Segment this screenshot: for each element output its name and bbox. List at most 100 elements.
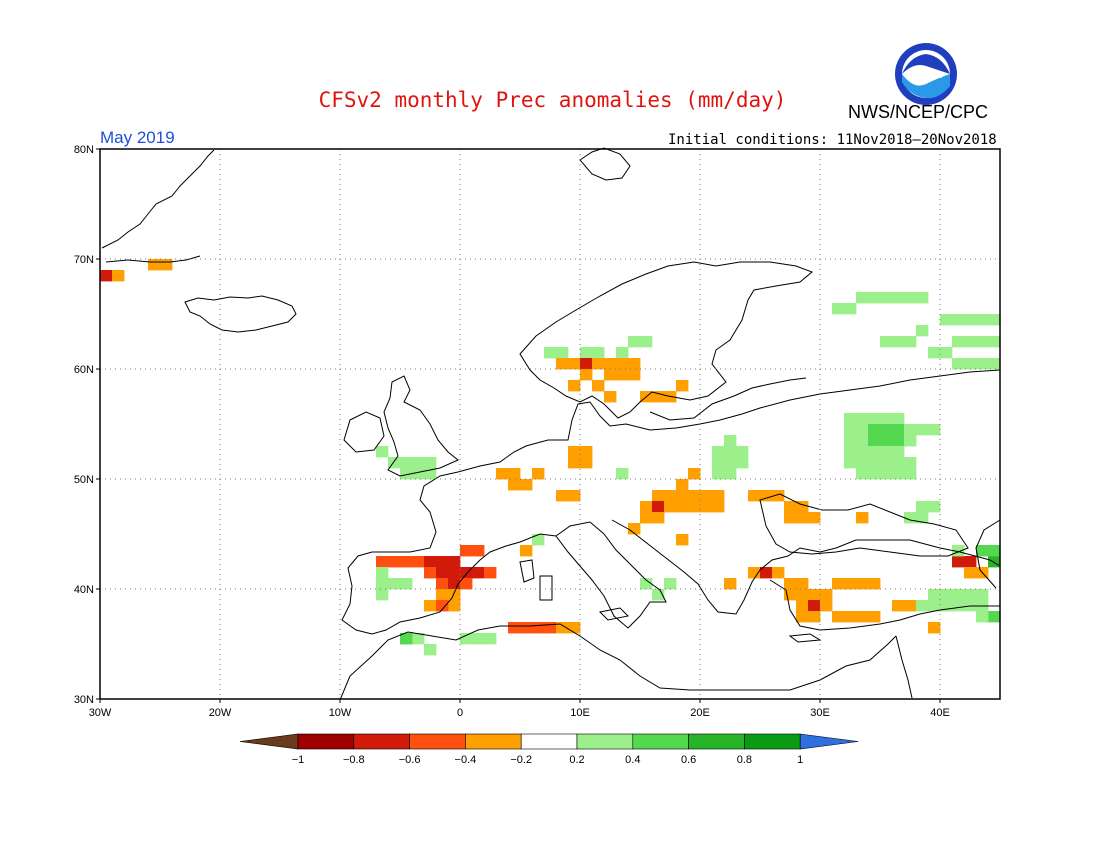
lon-label: 10W — [329, 707, 352, 719]
anatolia-coast — [769, 579, 1000, 631]
anomaly-cell — [952, 589, 965, 601]
anomaly-cell — [376, 589, 389, 601]
anomaly-cell — [472, 567, 485, 579]
anomaly-cell — [892, 446, 905, 458]
anomaly-cell — [760, 567, 773, 579]
anomaly-cell — [940, 600, 953, 612]
anomaly-cell — [472, 633, 485, 645]
anomaly-cell — [988, 611, 1001, 623]
anomaly-cell — [880, 457, 893, 469]
lat-label: 70N — [74, 254, 94, 266]
anomaly-cell — [952, 556, 965, 568]
anomaly-cell — [808, 611, 821, 623]
anomaly-cell — [664, 490, 677, 502]
anomaly-cell — [544, 347, 557, 359]
lon-label: 40E — [930, 707, 950, 719]
anomaly-cell — [940, 347, 953, 359]
lat-lon-grid — [100, 149, 1000, 699]
anomaly-cell — [964, 314, 977, 326]
anomaly-cell — [856, 578, 869, 590]
colorbar-swatch — [744, 733, 801, 750]
anomaly-cell — [724, 457, 737, 469]
anomaly-cell — [436, 578, 449, 590]
anomaly-cell — [964, 358, 977, 370]
anomaly-cell — [784, 512, 797, 524]
great-britain-coast — [383, 375, 459, 477]
anomaly-cell — [676, 380, 689, 392]
anomaly-cell — [772, 490, 785, 502]
organization-label: NWS/NCEP/CPC — [848, 102, 989, 122]
anomaly-cell — [796, 600, 809, 612]
anomaly-cell — [952, 336, 965, 348]
anomaly-cell — [412, 457, 425, 469]
anomaly-cell — [988, 314, 1001, 326]
anomaly-cell — [400, 468, 413, 480]
anomaly-cell — [700, 490, 713, 502]
anomaly-cell — [424, 468, 437, 480]
colorbar-swatch — [688, 733, 745, 750]
anomaly-cell — [520, 479, 533, 491]
anomaly-cell — [844, 457, 857, 469]
anomaly-cell — [892, 435, 905, 447]
balkans-coast — [611, 519, 1001, 615]
anomaly-cell — [976, 589, 989, 601]
anomaly-cell — [880, 435, 893, 447]
anomaly-cell — [796, 589, 809, 601]
anomaly-cell — [376, 556, 389, 568]
anomaly-cell — [832, 303, 845, 315]
anomaly-cell — [508, 622, 521, 634]
anomaly-cell — [988, 556, 1001, 568]
colorbar-swatch — [465, 733, 522, 750]
colorbar-label: −0.8 — [343, 754, 365, 766]
colorbar: −1 −0.8 −0.6 −0.4 −0.2 0.2 0.4 0.6 0.8 1 — [239, 733, 859, 766]
noaa-logo: NOAA — [894, 42, 958, 106]
anomaly-cell — [916, 325, 929, 337]
anomaly-cell — [808, 600, 821, 612]
anomaly-cell — [592, 380, 605, 392]
anomaly-cell — [112, 270, 125, 282]
colorbar-label: 0.8 — [737, 754, 752, 766]
anomaly-cell — [424, 600, 437, 612]
anomaly-cell — [844, 435, 857, 447]
anomaly-cell — [556, 622, 569, 634]
anomaly-cell — [724, 435, 737, 447]
anomaly-cell — [844, 424, 857, 436]
anomaly-cell — [988, 358, 1001, 370]
anomaly-cell — [940, 589, 953, 601]
lon-label: 30E — [810, 707, 830, 719]
anomaly-cell — [688, 490, 701, 502]
anomaly-cell — [640, 336, 653, 348]
page-title: CFSv2 monthly Prec anomalies (mm/day) — [318, 88, 787, 112]
anomaly-cell — [964, 336, 977, 348]
anomaly-cell — [964, 589, 977, 601]
colorbar-label: −0.4 — [455, 754, 477, 766]
anomaly-cell — [424, 556, 437, 568]
anomaly-cell — [856, 446, 869, 458]
anomaly-cell — [928, 501, 941, 513]
anomaly-cell — [100, 270, 113, 282]
anomaly-cell — [532, 622, 545, 634]
lon-label: 20E — [690, 707, 710, 719]
anomaly-cell — [400, 578, 413, 590]
anomaly-cell — [460, 578, 473, 590]
map-frame — [99, 148, 1001, 700]
levant-coast — [895, 635, 913, 699]
italy-coast — [555, 521, 667, 629]
anomaly-cell — [904, 336, 917, 348]
anomaly-cell — [676, 534, 689, 546]
anomaly-cell — [892, 413, 905, 425]
anomaly-cell — [796, 611, 809, 623]
anomaly-cell — [820, 589, 833, 601]
anomaly-cell — [856, 435, 869, 447]
anomaly-cell — [604, 391, 617, 403]
anomaly-cell — [640, 578, 653, 590]
anomaly-cell — [700, 501, 713, 513]
anomaly-cell — [508, 468, 521, 480]
anomaly-cell — [652, 501, 665, 513]
anomaly-cell — [688, 468, 701, 480]
anomaly-cell — [436, 589, 449, 601]
anomaly-cell — [976, 336, 989, 348]
anomaly-cell — [712, 501, 725, 513]
anomaly-cell — [844, 578, 857, 590]
